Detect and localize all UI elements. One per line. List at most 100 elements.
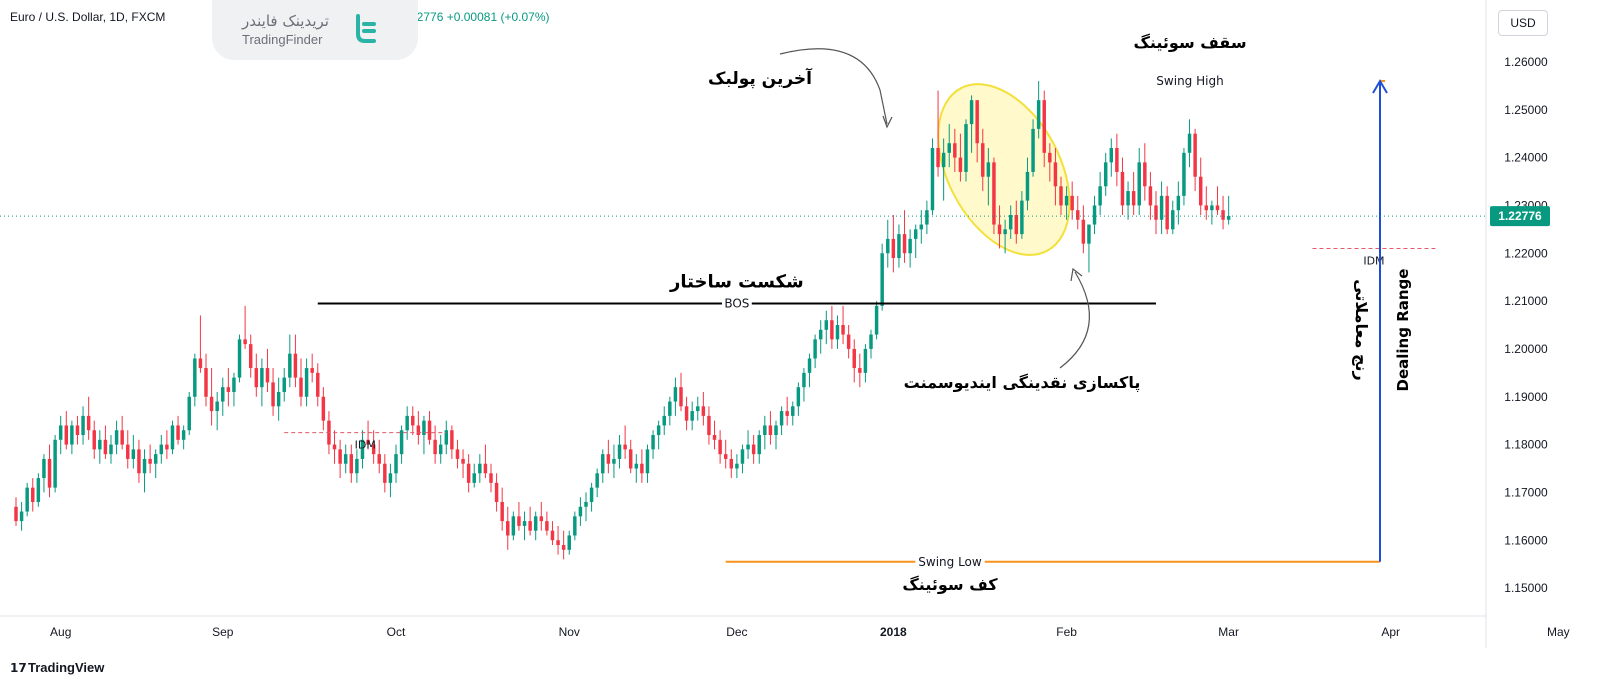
candle-body: [1126, 191, 1130, 206]
candle-body: [288, 353, 292, 378]
candle-body: [181, 430, 186, 440]
candle: [114, 420, 119, 455]
candle: [304, 358, 309, 407]
candle: [388, 463, 393, 498]
candle-body: [902, 234, 907, 254]
candle: [1059, 176, 1063, 215]
candle: [1148, 171, 1153, 220]
candle: [181, 425, 186, 450]
candle: [567, 530, 571, 555]
candle-body: [226, 387, 231, 392]
candle: [1008, 205, 1013, 239]
candle-body: [137, 449, 141, 474]
candle: [237, 334, 242, 383]
candle-body: [969, 100, 974, 125]
candle-body: [120, 430, 124, 445]
candle: [1103, 152, 1108, 196]
candle: [634, 454, 639, 483]
candle: [791, 401, 795, 426]
idm-left-label: IDM: [355, 439, 376, 452]
candle-body: [355, 458, 359, 474]
candle-body: [975, 100, 979, 144]
candle: [696, 396, 700, 421]
candle: [81, 406, 85, 445]
price-tick-label: 1.24000: [1504, 151, 1548, 165]
candle: [589, 482, 594, 512]
candle-body: [528, 521, 532, 531]
candle-body: [148, 458, 152, 464]
candle-body: [785, 411, 789, 416]
candle: [42, 454, 46, 493]
candle: [444, 420, 449, 455]
swing-high-label-bg: [1152, 74, 1228, 91]
candle-body: [869, 334, 873, 349]
candle-body: [567, 535, 571, 550]
candle: [852, 339, 856, 383]
candle: [528, 506, 532, 536]
candle-body: [64, 425, 69, 445]
candle: [98, 430, 102, 464]
candle-body: [919, 224, 924, 230]
candle-body: [494, 482, 499, 502]
candle-body: [930, 148, 935, 211]
candle-body: [1226, 215, 1231, 220]
candle-body: [248, 344, 253, 369]
candle-body: [891, 238, 896, 259]
candle-body: [237, 339, 242, 378]
candle-body: [455, 449, 460, 459]
candle: [573, 511, 577, 541]
candle: [768, 411, 773, 445]
candle: [248, 334, 253, 378]
tradingview-logo-icon: 𝟭𝟳: [10, 661, 27, 675]
candle: [366, 420, 370, 450]
candle: [684, 396, 689, 431]
candle-body: [47, 458, 52, 488]
candle-body: [271, 382, 275, 407]
candle: [779, 406, 784, 436]
price-tick-label: 1.25000: [1504, 103, 1548, 117]
candle: [36, 473, 41, 507]
candle: [1176, 181, 1181, 225]
candle: [913, 224, 918, 259]
price-tick-label: 1.21000: [1504, 294, 1548, 308]
candle: [148, 444, 152, 474]
candle-body: [1131, 191, 1136, 206]
candle: [483, 444, 488, 479]
candle-body: [595, 473, 599, 488]
candle-body: [310, 368, 314, 373]
candle-body: [824, 320, 829, 330]
candle: [718, 430, 722, 464]
price-change: +0.00081 (+0.07%): [446, 10, 550, 24]
watermark-box: [212, 0, 418, 60]
candle-body: [807, 358, 812, 373]
candle-body: [1087, 224, 1091, 244]
candle-body: [388, 473, 393, 483]
candle: [595, 468, 599, 498]
candle-body: [623, 444, 627, 450]
candle: [846, 325, 851, 359]
candle-body: [1204, 205, 1209, 211]
time-tick-label: Feb: [1056, 625, 1077, 639]
candle-body: [802, 372, 806, 388]
candle: [992, 157, 996, 235]
candle: [377, 439, 381, 474]
bos-label: BOS: [724, 296, 749, 310]
candle: [438, 435, 443, 464]
candle-body: [1081, 219, 1086, 244]
currency-button[interactable]: USD: [1498, 10, 1548, 36]
candle: [53, 435, 57, 493]
candle-body: [634, 463, 639, 469]
candle: [176, 415, 180, 445]
candle: [321, 387, 326, 431]
candle: [796, 382, 801, 416]
candle: [165, 430, 169, 459]
candle-body: [1070, 195, 1074, 211]
candle-body: [796, 387, 801, 407]
candle: [416, 411, 421, 445]
candle-body: [399, 430, 404, 455]
candle: [601, 449, 605, 483]
candle-body: [511, 516, 516, 536]
candle: [170, 420, 175, 455]
time-axis[interactable]: Aug Sep Oct Nov Dec 2018 Feb Mar Apr May: [0, 615, 1570, 639]
